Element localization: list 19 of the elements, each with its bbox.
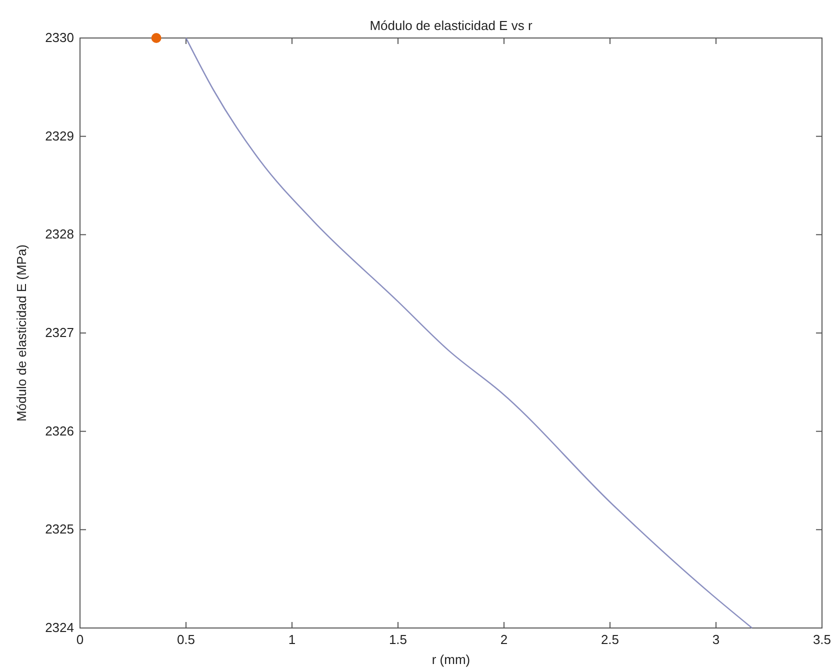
chart-title: Módulo de elasticidad E vs r	[370, 18, 533, 33]
x-tick-label: 2	[500, 632, 508, 647]
x-tick-label: 2.5	[600, 632, 620, 647]
y-tick-label: 2327	[45, 325, 74, 340]
y-tick-label: 2329	[45, 128, 74, 144]
y-tick-label: 2330	[45, 30, 74, 45]
x-tick-label: 3.5	[812, 632, 832, 647]
x-tick-label: 1	[288, 632, 296, 647]
x-axis-title: r (mm)	[432, 652, 470, 667]
x-tick-label: 0	[76, 632, 84, 647]
line-series	[185, 37, 753, 629]
x-tick-label: 1.5	[388, 632, 408, 647]
y-tick-label: 2324	[45, 620, 74, 635]
y-tick-label: 2325	[45, 522, 74, 537]
x-tick-label: 0.5	[176, 632, 196, 647]
y-axis-title: Módulo de elasticidad E (MPa)	[14, 244, 29, 422]
y-tick-label: 2328	[45, 226, 74, 242]
y-tick-label: 2326	[45, 423, 74, 438]
x-tick-label: 3	[712, 632, 720, 647]
